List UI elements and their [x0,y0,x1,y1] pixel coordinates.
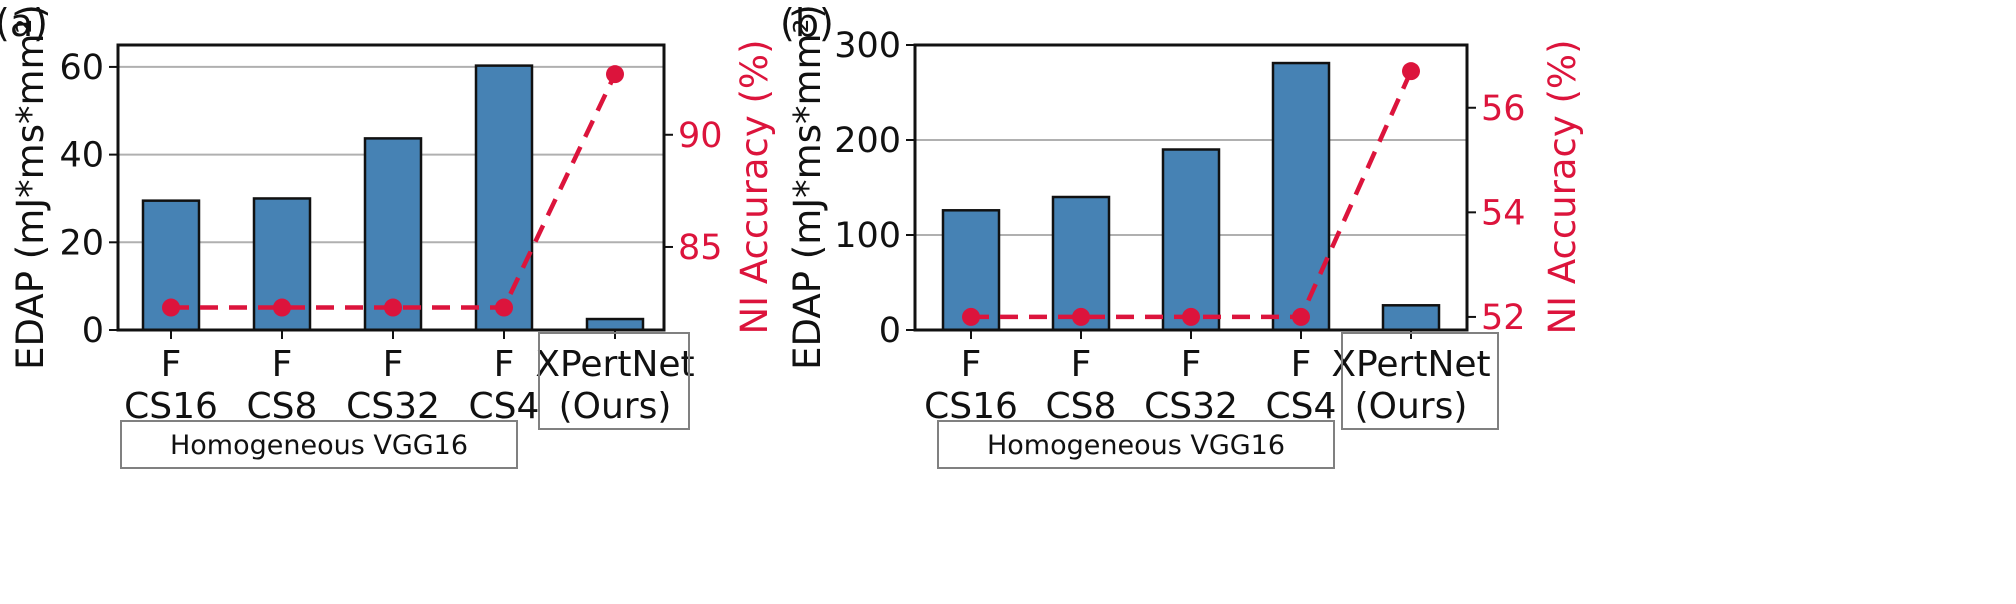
x-tick-label: F CS8 [1046,344,1117,427]
y-tick-label: 0 [82,311,104,351]
y-tick-label: 0 [879,311,901,351]
ours-box [1341,332,1499,430]
bar [363,137,423,332]
group-box [120,420,518,469]
x-tick-label: F CS16 [924,344,1018,427]
x-tick-label: F CS16 [124,344,218,427]
line-layer [962,62,1420,326]
y2-axis-label: NI Accuracy (%) [733,39,776,334]
ticks-layer: 0 100 200 300 52 54 56 [834,26,1525,351]
accuracy-point [162,298,180,317]
x-tick-label: XPertNet (Ours) [535,344,694,427]
ours-box [538,332,690,430]
group-box [937,420,1335,469]
x-tick-label: XPertNet (Ours) [1331,344,1490,427]
panel-label: (b) [780,1,834,45]
x-tick-label-line: F [383,344,404,385]
line-layer [162,65,624,317]
y-tick-label: 20 [59,223,104,263]
bar [1051,195,1111,332]
accuracy-point [962,307,980,326]
y2-axis-label: NI Accuracy (%) [1541,39,1584,334]
accuracy-point [606,65,624,84]
x-tick-label-line: XPertNet [535,344,694,385]
x-tick-label-line: F [494,344,515,385]
accuracy-point [495,298,513,317]
x-tick-label-line: (Ours) [1355,386,1468,427]
bar [585,317,645,332]
ticks-layer: 0 20 40 60 85 90 [59,48,722,351]
bars-layer [141,64,645,332]
y-tick-label: 300 [834,26,901,66]
accuracy-point [384,298,402,317]
axes-layer [116,43,666,332]
y2-tick-label: 52 [1481,298,1526,338]
y-axis-label: EDAP (mJ*ms*mm²) [9,4,52,370]
bar [474,64,534,332]
accuracy-point [1072,307,1090,326]
x-tick-label-line: (Ours) [559,386,672,427]
panel-label: (a) [0,1,48,45]
plot-frame [116,43,666,332]
y2-tick-label: 54 [1481,193,1526,233]
y-tick-label: 60 [59,48,104,88]
y-tick-label: 200 [834,121,901,161]
x-tick-label: F CS32 [346,344,440,427]
x-tick-label-line: F [1181,344,1202,385]
accuracy-point [1182,307,1200,326]
y-tick-label: 40 [59,136,104,176]
x-tick-label: F CS8 [247,344,318,427]
y-axis-label: EDAP (mJ*ms*mm²) [786,4,829,370]
x-tick-label-line: F [161,344,182,385]
accuracy-point [1292,307,1310,326]
bars-layer [941,61,1441,332]
x-tick-label-line: F [272,344,293,385]
chart-panel-b: (b) 0 100 200 300 52 54 56 EDAP (mJ*ms*mm²) NI… [780,1,1584,469]
group-label: Homogeneous VGG16 [170,430,468,461]
x-tick-label-line: XPertNet [1331,344,1490,385]
bar [1381,304,1441,332]
chart-panel-a: (a) 0 20 40 60 85 90 EDAP (mJ*ms*mm²) NI Accu… [0,1,776,469]
x-tick-label-line: F [1291,344,1312,385]
y2-tick-label: 85 [678,228,723,268]
y-tick-label: 100 [834,216,901,256]
x-tick-label-line: F [1071,344,1092,385]
bar [1271,61,1331,332]
accuracy-point [273,298,291,317]
x-tick-label: F CS4 [1266,344,1337,427]
group-label: Homogeneous VGG16 [987,430,1285,461]
y2-tick-label: 90 [678,116,723,156]
x-tick-label: F CS32 [1144,344,1238,427]
accuracy-line [171,73,618,310]
bar [1161,148,1221,332]
x-tick-label: F CS4 [469,344,540,427]
accuracy-point [1402,62,1420,81]
y2-tick-label: 56 [1481,89,1526,129]
x-tick-label-line: F [961,344,982,385]
